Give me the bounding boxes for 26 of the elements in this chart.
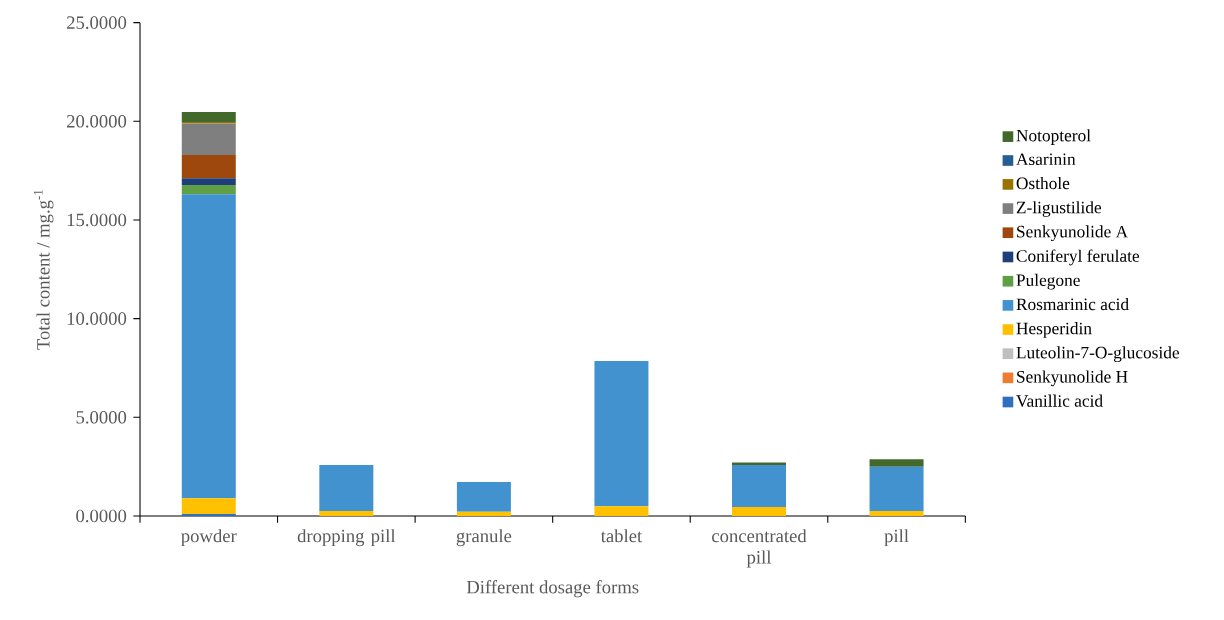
x-tick-label: tablet xyxy=(600,529,643,543)
legend-label: Senkyunolide H xyxy=(1017,370,1128,387)
legend-label: Osthole xyxy=(1016,176,1070,190)
y-tick-label: 15.0000 xyxy=(67,213,127,227)
legend-label: Senkyunolide A xyxy=(1017,225,1129,242)
y-axis-title: Total content / mg.g$^{-1}$ xyxy=(33,189,54,350)
legend-label: Notopterol xyxy=(1016,129,1091,145)
legend-label: Hesperidin xyxy=(1016,322,1092,338)
x-tick-label: dropping pill xyxy=(297,529,396,547)
legend-label: Rosmarinic acid xyxy=(1016,297,1129,311)
x-axis-title: Different dosage forms xyxy=(466,580,639,598)
x-tick-label: pill xyxy=(884,529,909,547)
legend-label: Luteolin-7-O-glucoside xyxy=(1016,346,1180,363)
legend-label: Z-ligustilide xyxy=(1016,201,1102,217)
legend-label: Vanillic acid xyxy=(1016,394,1103,407)
y-tick-label: 0.0000 xyxy=(76,509,127,523)
legend-label: Pulegone xyxy=(1016,273,1080,290)
x-tick-label: powder xyxy=(181,529,237,547)
y-tick-label: 5.0000 xyxy=(76,410,127,424)
legend-label: Coniferyl ferulate xyxy=(1016,249,1140,266)
y-tick-label: 10.0000 xyxy=(67,312,127,325)
x-tick-label: granule xyxy=(456,529,512,547)
y-tick-label: 25.0000 xyxy=(67,16,127,29)
y-tick-label: 20.0000 xyxy=(67,114,127,128)
legend-label: Asarinin xyxy=(1016,153,1076,166)
x-tick-label: concentrated pill xyxy=(712,529,807,568)
